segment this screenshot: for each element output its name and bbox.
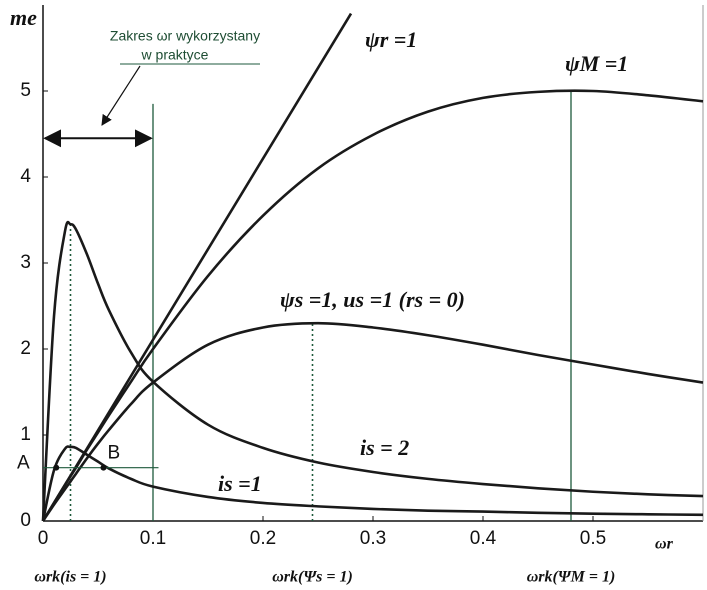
x-tick-label: 0.2 xyxy=(250,528,276,549)
series-label: ψr =1 xyxy=(365,27,417,52)
y-tick-label: 3 xyxy=(20,252,31,273)
series-line xyxy=(41,89,704,522)
point-label: B xyxy=(108,443,121,464)
y-axis-label: me xyxy=(10,5,37,30)
series-label: is =1 xyxy=(218,471,262,496)
series-line xyxy=(41,321,704,522)
series-line xyxy=(41,220,704,522)
y-tick-label: 2 xyxy=(20,338,31,359)
y-tick-label: 0 xyxy=(20,510,31,531)
series-line xyxy=(41,445,704,522)
x-tick-label: 0.1 xyxy=(140,528,166,549)
x-tick-label: 0.4 xyxy=(470,528,497,549)
point xyxy=(53,464,60,471)
x-tick-label: 0.3 xyxy=(360,528,386,549)
x-axis-label: ωr xyxy=(655,536,674,553)
point xyxy=(100,464,107,471)
y-tick-label: 4 xyxy=(20,166,31,187)
range-pointer xyxy=(101,65,141,126)
y-tick-label: 1 xyxy=(20,424,31,445)
marker-label: ωrk(is = 1) xyxy=(34,569,106,586)
range-text: Zakres ωr wykorzystany xyxy=(110,28,260,44)
marker-label: ωrk(ΨM = 1) xyxy=(527,569,616,586)
range-text: w praktyce xyxy=(141,47,209,63)
series-label: ψs =1, us =1 (rs = 0) xyxy=(280,287,465,312)
x-tick-label: 0.5 xyxy=(580,528,606,549)
y-tick-label: 5 xyxy=(20,80,31,101)
marker-label: ωrk(Ψs = 1) xyxy=(272,569,353,586)
x-tick-label: 0 xyxy=(38,528,49,549)
series-label: is = 2 xyxy=(360,435,409,460)
series-label: ψM =1 xyxy=(565,51,628,76)
point-label: A xyxy=(17,453,30,474)
